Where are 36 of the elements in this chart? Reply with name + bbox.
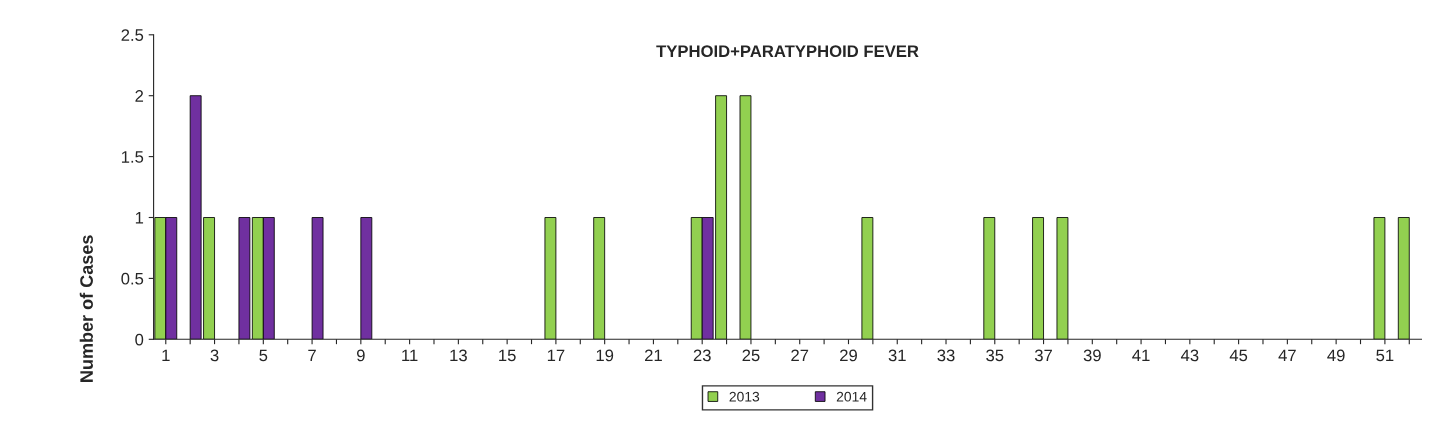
x-tick-label: 49 — [1327, 349, 1345, 362]
x-tick-label: 1 — [162, 349, 170, 362]
x-tick-label: 25 — [742, 349, 760, 362]
chart-title: TYPHOID+PARATYPHOID FEVER — [656, 45, 919, 58]
x-tick-label: 35 — [986, 349, 1004, 362]
x-tick-label: 47 — [1278, 349, 1296, 362]
x-tick-label: 29 — [840, 349, 857, 362]
x-tick-label: 13 — [450, 349, 467, 362]
y-tick-label: 1.5 — [121, 151, 144, 163]
x-tick-label: 27 — [791, 349, 809, 362]
y-tick-label: 0.5 — [121, 272, 144, 285]
x-tick-label: 21 — [645, 349, 662, 362]
legend-label: 2013 — [729, 391, 760, 402]
x-tick-label: 39 — [1083, 349, 1101, 362]
legend-label: 2014 — [836, 391, 867, 402]
y-tick-label: 2 — [135, 90, 144, 102]
x-tick-label: 37 — [1034, 349, 1052, 362]
x-tick-label: 15 — [499, 349, 516, 362]
x-tick-label: 9 — [356, 349, 365, 362]
y-tick-label: 0 — [135, 333, 144, 346]
x-tick-label: 31 — [888, 349, 906, 362]
x-tick-label: 5 — [259, 349, 268, 362]
x-tick-label: 7 — [308, 349, 316, 362]
y-tick-label: 2.5 — [121, 29, 144, 41]
x-tick-label: 11 — [402, 349, 418, 362]
x-tick-label: 43 — [1180, 349, 1199, 362]
y-tick-label: 1 — [135, 212, 144, 224]
y-axis-title: Number of Cases — [79, 235, 93, 382]
x-tick-label: 19 — [596, 349, 614, 362]
x-tick-label: 33 — [937, 349, 955, 362]
x-tick-label: 41 — [1132, 349, 1150, 362]
x-tick-label: 51 — [1376, 349, 1394, 362]
x-tick-label: 17 — [547, 349, 565, 362]
x-tick-label: 45 — [1229, 349, 1248, 362]
x-tick-label: 23 — [693, 349, 711, 362]
x-tick-label: 3 — [210, 349, 219, 362]
